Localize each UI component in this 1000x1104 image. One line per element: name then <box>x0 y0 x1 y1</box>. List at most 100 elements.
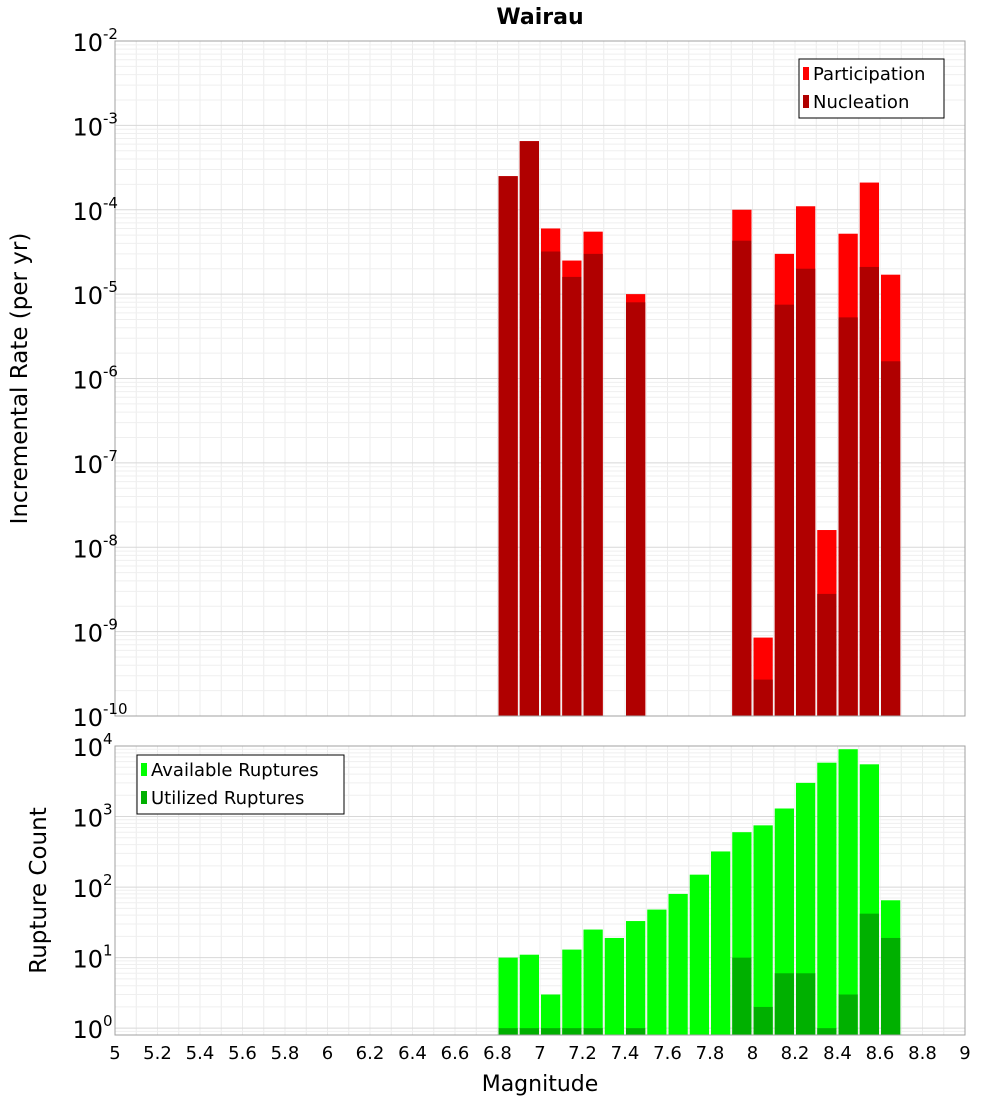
legend-swatch <box>803 67 809 80</box>
y-tick-exponent: 2 <box>103 871 113 889</box>
y-tick-label: 10 -7 <box>72 447 118 479</box>
bar-series-2 <box>541 1028 561 1035</box>
x-tick-label: 6.4 <box>398 1043 427 1064</box>
bar-series-2 <box>519 141 539 717</box>
bar-series-1 <box>562 949 582 1035</box>
y-tick-base: 10 <box>72 535 103 563</box>
y-tick-label: 10 1 <box>72 942 112 974</box>
legend-box <box>136 754 345 815</box>
x-tick-label: 7.4 <box>611 1043 640 1064</box>
x-tick-label: 5 <box>109 1043 120 1064</box>
bar-series-1 <box>626 921 646 1035</box>
legend-label: Participation <box>813 64 925 85</box>
bar-series-1 <box>753 825 773 1035</box>
x-tick-label: 8.4 <box>823 1043 852 1064</box>
bar-series-2 <box>753 1006 773 1035</box>
bar-series-2 <box>774 973 794 1035</box>
bar-series-1 <box>796 782 816 1035</box>
x-tick-label: 6.2 <box>356 1043 385 1064</box>
y-tick-exponent: -3 <box>103 109 118 127</box>
bar-series-2 <box>541 251 561 716</box>
y-tick-exponent: 0 <box>103 1012 113 1030</box>
y-tick-exponent: 4 <box>103 730 113 748</box>
bar-series-2 <box>562 1028 582 1035</box>
bar-series-2 <box>881 361 901 716</box>
y-tick-base: 10 <box>72 29 103 57</box>
bar-series-2 <box>732 957 752 1035</box>
bar-series-2 <box>817 593 837 716</box>
y-tick-base: 10 <box>72 734 103 762</box>
y-tick-exponent: 1 <box>103 942 113 960</box>
x-tick-label: 7 <box>534 1043 545 1064</box>
y-tick-base: 10 <box>72 198 103 226</box>
x-tick-label: 9 <box>959 1043 970 1064</box>
y-tick-base: 10 <box>72 805 103 833</box>
legend-swatch <box>803 95 809 108</box>
x-axis-label: Magnitude <box>482 1072 599 1097</box>
y-tick-label: 10 -10 <box>72 700 127 732</box>
chart-panel-1: 10-210-310-410-510-610-710-810-910 -10Inc… <box>7 5 966 732</box>
y-axis-label: Incremental Rate (per yr) <box>7 233 33 525</box>
x-tick-label: 6.6 <box>441 1043 470 1064</box>
y-tick-label: 10 -2 <box>72 25 118 57</box>
bar-series-2 <box>498 176 518 716</box>
legend: Participation Nucleation <box>798 58 945 119</box>
bar-series-1 <box>498 957 518 1035</box>
bars <box>498 141 901 717</box>
chart-title: Wairau <box>496 5 583 30</box>
y-tick-label: 10 -8 <box>72 531 118 563</box>
bar-series-1 <box>604 937 624 1035</box>
bar-series-2 <box>753 679 773 716</box>
y-tick-label: 10 2 <box>72 871 112 903</box>
legend-label: Available Ruptures <box>151 760 319 781</box>
bar-series-2 <box>626 302 646 716</box>
bar-series-1 <box>817 762 837 1035</box>
bar-series-1 <box>711 851 731 1035</box>
y-axis-label: Rupture Count <box>26 807 52 973</box>
bar-series-2 <box>519 1028 539 1035</box>
y-tick-exponent: -9 <box>103 616 118 634</box>
grid <box>114 40 966 717</box>
y-tick-label: 10 0 <box>72 1012 112 1044</box>
x-tick-label: 7.8 <box>696 1043 725 1064</box>
bar-series-2 <box>859 266 879 716</box>
plot-frame <box>114 40 966 717</box>
y-tick-label: 10 -4 <box>72 194 118 226</box>
x-tick-label: 7.2 <box>568 1043 597 1064</box>
bar-series-2 <box>859 913 879 1035</box>
y-tick-base: 10 <box>72 367 103 395</box>
y-tick-exponent: -5 <box>103 278 118 296</box>
y-tick-base: 10 <box>72 1016 103 1044</box>
x-tick-label: 8.2 <box>781 1043 810 1064</box>
bar-series-1 <box>647 909 667 1035</box>
y-tick-label: 10 4 <box>72 730 112 762</box>
plot-frame <box>114 745 966 1036</box>
bar-series-1 <box>583 929 603 1035</box>
y-tick-base: 10 <box>72 620 103 648</box>
x-tick-label: 6.8 <box>483 1043 512 1064</box>
bars <box>498 749 901 1035</box>
bar-series-2 <box>796 973 816 1035</box>
bar-series-2 <box>583 253 603 716</box>
bar-series-1 <box>838 749 858 1035</box>
y-tick-exponent: -4 <box>103 194 118 212</box>
bar-series-2 <box>838 994 858 1035</box>
y-tick-label: 10 -9 <box>72 616 118 648</box>
y-tick-label: 10 -3 <box>72 109 118 141</box>
bar-series-1 <box>689 874 709 1035</box>
y-tick-exponent: 3 <box>103 801 113 819</box>
bar-series-2 <box>774 304 794 716</box>
x-tick-label: 8.6 <box>866 1043 895 1064</box>
legend-swatch <box>141 791 147 804</box>
x-tick-label: 5.6 <box>228 1043 257 1064</box>
y-tick-label: 10 3 <box>72 801 112 833</box>
y-tick-base: 10 <box>72 704 103 732</box>
y-tick-base: 10 <box>72 282 103 310</box>
y-tick-exponent: -8 <box>103 531 118 549</box>
legend-swatch <box>141 763 147 776</box>
x-tick-label: 8 <box>747 1043 758 1064</box>
x-tick-label: 8.8 <box>908 1043 937 1064</box>
